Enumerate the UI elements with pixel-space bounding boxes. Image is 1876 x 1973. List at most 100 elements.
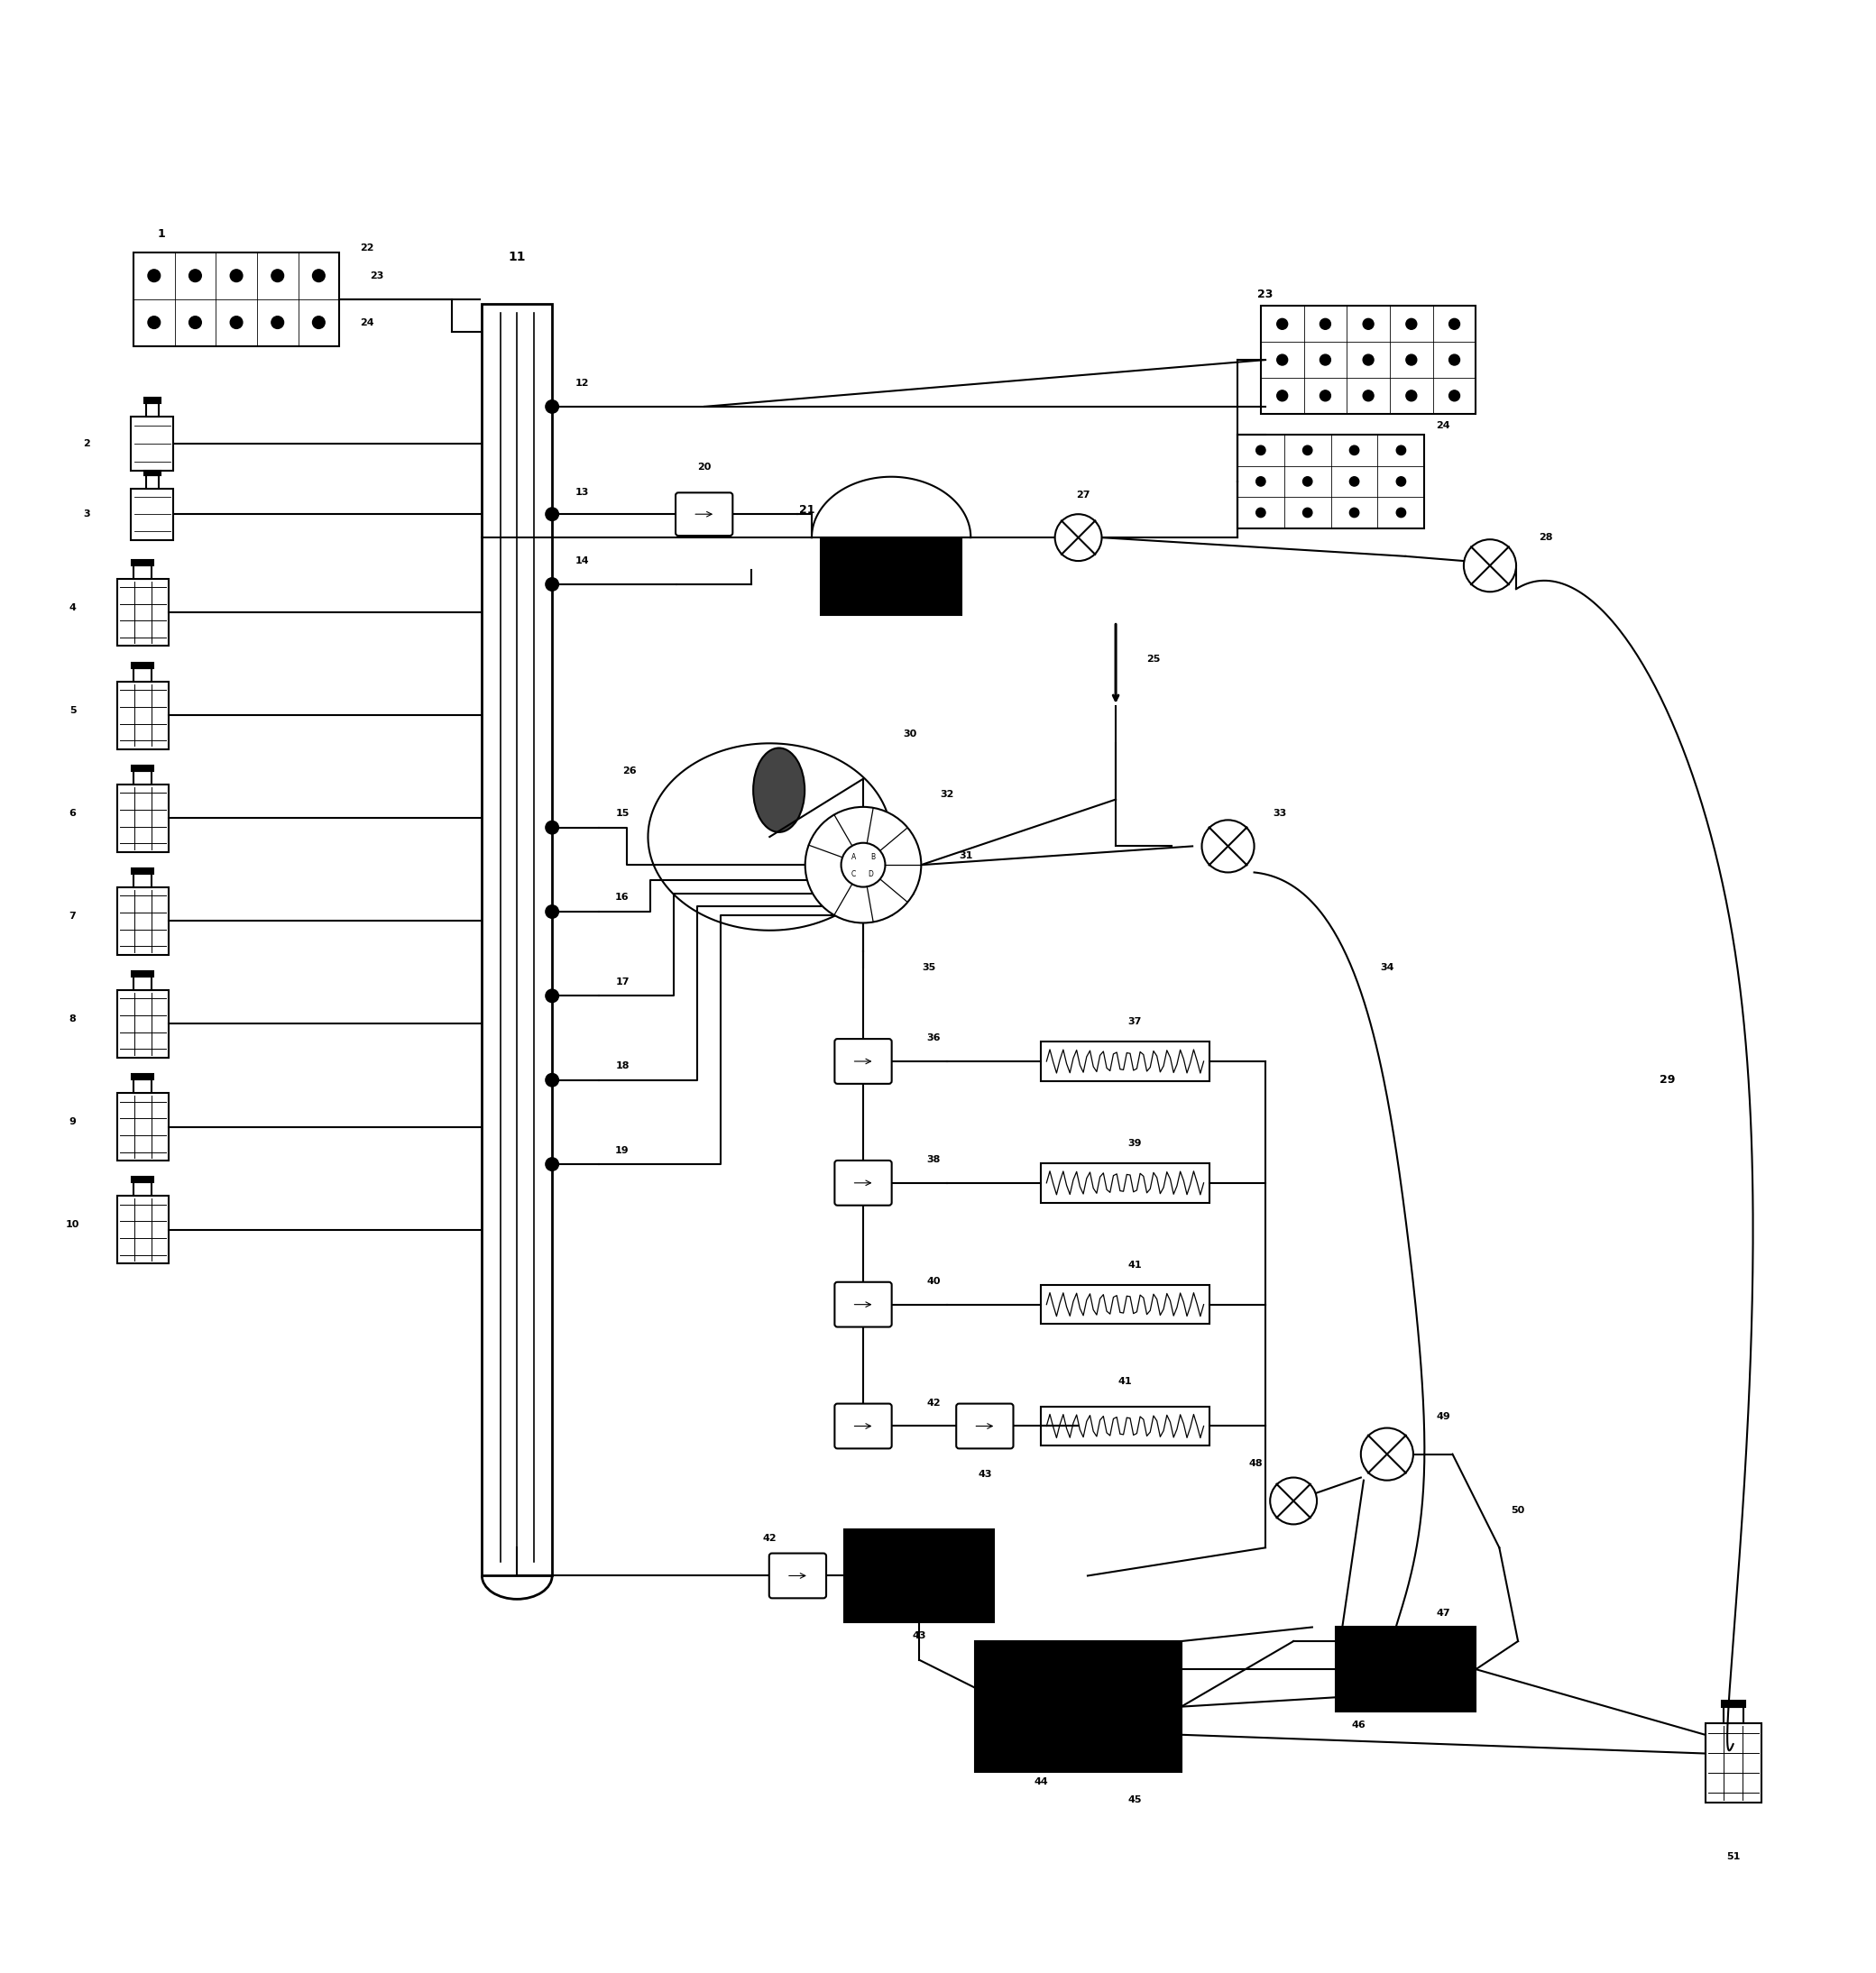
Bar	[1722, 1701, 1745, 1707]
Circle shape	[546, 988, 559, 1002]
Text: 43: 43	[912, 1632, 927, 1640]
Text: 30: 30	[902, 730, 917, 738]
Bar	[133, 253, 340, 345]
Circle shape	[1396, 507, 1405, 517]
Text: 38: 38	[927, 1154, 940, 1164]
Text: 43: 43	[977, 1470, 992, 1480]
Text: 14: 14	[576, 556, 589, 566]
Circle shape	[546, 821, 559, 835]
Circle shape	[1448, 391, 1460, 401]
Bar	[116, 1196, 169, 1263]
Bar	[976, 1642, 1182, 1772]
Circle shape	[1396, 477, 1405, 485]
FancyBboxPatch shape	[835, 1040, 891, 1083]
Circle shape	[840, 842, 885, 888]
Text: 11: 11	[508, 251, 525, 262]
Circle shape	[1360, 1428, 1413, 1480]
Circle shape	[1405, 391, 1416, 401]
Text: 35: 35	[921, 963, 936, 973]
Circle shape	[148, 316, 159, 329]
Bar	[133, 1182, 152, 1196]
Text: 50: 50	[1512, 1505, 1525, 1515]
Circle shape	[546, 401, 559, 412]
Text: 5: 5	[69, 706, 77, 714]
Circle shape	[231, 316, 242, 329]
Text: A: A	[852, 854, 855, 862]
Text: 12: 12	[576, 379, 589, 389]
Polygon shape	[812, 477, 970, 537]
Bar	[1041, 1284, 1210, 1324]
Ellipse shape	[754, 748, 805, 833]
Text: 7: 7	[69, 912, 77, 921]
Bar	[133, 771, 152, 785]
Bar	[1041, 1407, 1210, 1446]
Bar	[131, 1178, 154, 1182]
Text: 41: 41	[1118, 1377, 1131, 1385]
Circle shape	[313, 270, 325, 282]
Circle shape	[272, 270, 283, 282]
Bar	[116, 990, 169, 1058]
Bar	[131, 663, 154, 669]
Text: 9: 9	[69, 1117, 77, 1127]
Bar	[133, 1079, 152, 1093]
Bar	[1261, 306, 1476, 414]
Text: B: B	[870, 854, 874, 862]
Text: 40: 40	[927, 1277, 940, 1286]
Text: 41: 41	[1127, 1261, 1141, 1271]
Text: 1: 1	[158, 227, 165, 239]
Bar	[116, 578, 169, 645]
Bar	[131, 489, 173, 541]
Circle shape	[1349, 507, 1358, 517]
Bar	[844, 1529, 994, 1622]
Text: 33: 33	[1272, 809, 1287, 819]
Bar	[146, 402, 158, 416]
Bar	[1705, 1722, 1762, 1803]
Text: 19: 19	[615, 1146, 628, 1154]
Text: 42: 42	[762, 1533, 777, 1543]
Text: 24: 24	[360, 318, 375, 328]
Circle shape	[546, 1158, 559, 1170]
FancyBboxPatch shape	[957, 1403, 1013, 1448]
Circle shape	[313, 316, 325, 329]
Text: 20: 20	[698, 464, 711, 472]
Circle shape	[1257, 507, 1266, 517]
Text: 23: 23	[370, 270, 383, 280]
Bar	[131, 1073, 154, 1079]
Text: 21: 21	[799, 503, 814, 515]
Bar	[131, 416, 173, 472]
Circle shape	[1054, 515, 1101, 560]
Bar	[133, 977, 152, 990]
Text: 51: 51	[1726, 1853, 1741, 1861]
Bar	[1336, 1628, 1476, 1711]
Text: 15: 15	[615, 809, 628, 819]
Circle shape	[1302, 477, 1311, 485]
Bar	[482, 304, 552, 1576]
Text: 23: 23	[1257, 288, 1274, 300]
Text: 36: 36	[927, 1034, 940, 1042]
Text: 45: 45	[1127, 1795, 1141, 1805]
Bar	[822, 535, 961, 616]
Circle shape	[1302, 507, 1311, 517]
Circle shape	[189, 270, 201, 282]
Text: 39: 39	[1127, 1138, 1141, 1148]
Bar	[1041, 1042, 1210, 1081]
Circle shape	[1302, 446, 1311, 456]
Bar	[144, 470, 159, 475]
FancyBboxPatch shape	[835, 1160, 891, 1206]
Text: 16: 16	[615, 894, 628, 902]
Bar	[133, 874, 152, 888]
Circle shape	[1270, 1478, 1317, 1525]
Bar	[133, 564, 152, 578]
Circle shape	[1364, 391, 1373, 401]
Text: 3: 3	[83, 509, 90, 519]
Bar	[131, 868, 154, 874]
Bar	[1724, 1707, 1743, 1722]
Circle shape	[1448, 355, 1460, 365]
Text: 48: 48	[1249, 1458, 1263, 1468]
Circle shape	[1405, 318, 1416, 329]
Text: 8: 8	[69, 1014, 77, 1024]
Bar	[116, 888, 169, 955]
Circle shape	[1321, 355, 1330, 365]
Bar	[1041, 1164, 1210, 1204]
Text: 37: 37	[1127, 1018, 1141, 1026]
